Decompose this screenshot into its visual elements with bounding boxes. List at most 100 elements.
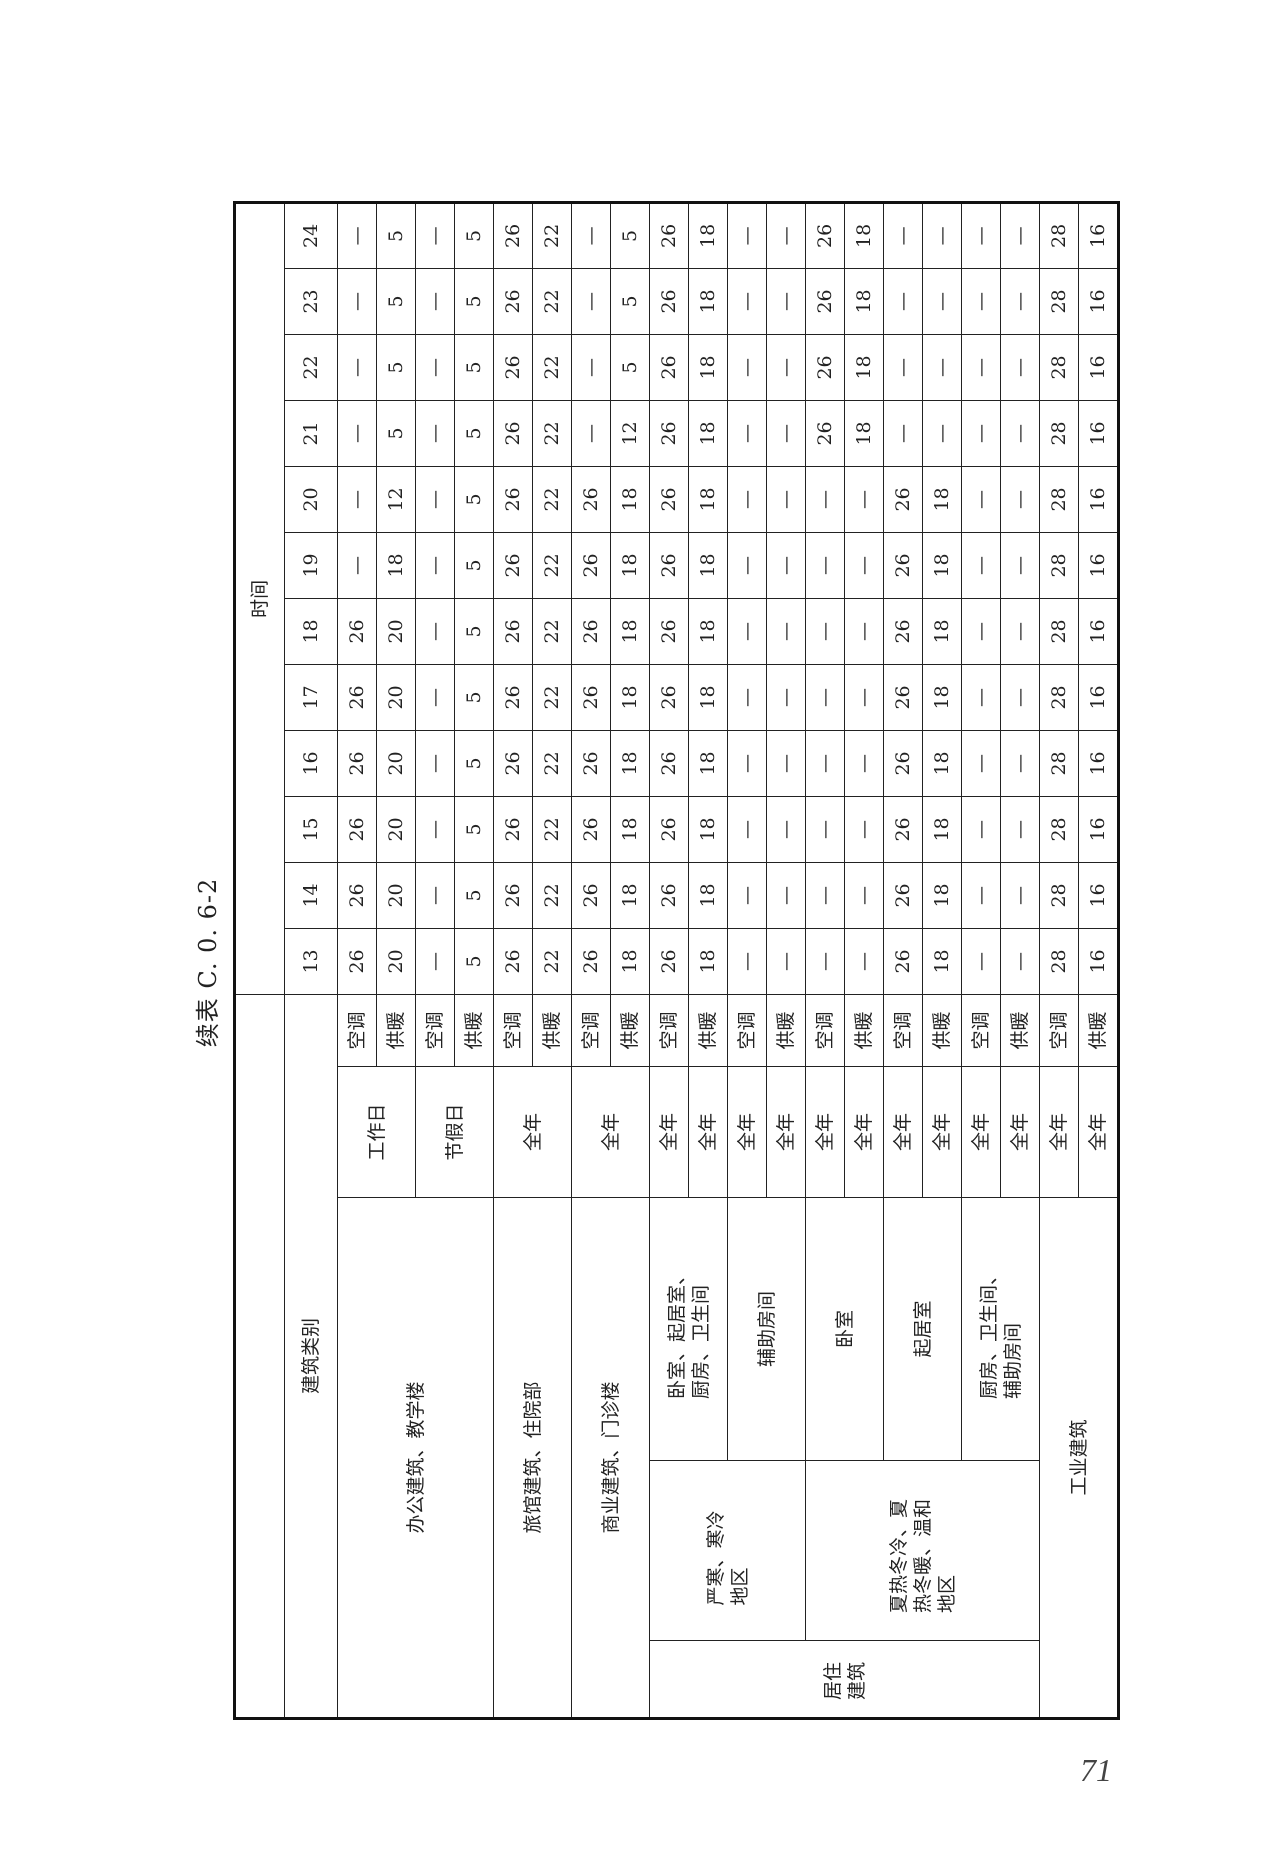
temperature-value: — [1000, 202, 1040, 269]
temperature-value: 28 [1039, 268, 1079, 335]
temperature-value-text: 28 [1048, 685, 1070, 710]
temperature-value-text: — [736, 555, 758, 575]
room-living: 起居室 [883, 1197, 962, 1461]
temperature-value: 26 [649, 862, 689, 929]
temperature-value-text: 5 [385, 361, 407, 374]
temperature-value-text: — [580, 357, 602, 377]
temperature-value-text: 28 [1048, 355, 1070, 380]
temperature-value: 28 [1039, 400, 1079, 467]
temperature-value: — [571, 268, 611, 335]
temperature-value-text: 26 [580, 751, 602, 776]
temperature-value: 26 [571, 532, 611, 599]
temperature-value-text: 18 [931, 685, 953, 710]
temperature-value-text: 16 [1087, 223, 1109, 249]
temperature-value: 26 [337, 796, 377, 863]
temperature-value-text: — [736, 357, 758, 377]
table-row: 办公建筑、教学楼 工作日 空调 26 26 26 26 26 26 — — — — — — [337, 202, 494, 1719]
temperature-value: 22 [532, 730, 572, 797]
temperature-value: 20 [376, 730, 416, 797]
category-office: 办公建筑、教学楼 [337, 1197, 494, 1719]
header-hour: 24 [284, 202, 338, 269]
header-hour-text: 14 [300, 883, 322, 908]
temperature-value: — [1000, 730, 1040, 797]
temperature-value: 26 [571, 466, 611, 533]
temperature-value: — [1000, 466, 1040, 533]
temperature-value-text: 18 [697, 619, 719, 644]
temperature-value-text: — [814, 555, 836, 575]
temperature-value-text: 26 [502, 223, 524, 249]
temperature-value: — [883, 202, 923, 269]
zone-hot: 夏热冬冷、夏热冬暖、温和地区 [805, 1460, 1040, 1641]
temperature-value-text: 26 [892, 553, 914, 578]
temperature-value: — [844, 532, 884, 599]
temperature-value: 18 [688, 202, 728, 269]
temperature-value-text: — [1009, 555, 1031, 575]
temperature-value: 5 [454, 202, 494, 269]
period-all-year: 全年 [844, 1066, 884, 1198]
temperature-value: — [805, 532, 845, 599]
temperature-value-text: — [736, 291, 758, 311]
header-hour: 13 [284, 928, 338, 995]
temperature-value: — [727, 730, 767, 797]
room-kitchen-bath-aux: 厨房、卫生间、辅助房间 [961, 1197, 1040, 1461]
temperature-value: 26 [493, 862, 533, 929]
temperature-value-text: 5 [463, 955, 485, 968]
temperature-value: — [415, 202, 455, 269]
mode-label: 供暖 [1000, 994, 1040, 1067]
temperature-value-text: — [775, 489, 797, 509]
temperature-value: 18 [376, 532, 416, 599]
temperature-value-text: 5 [463, 427, 485, 440]
temperature-value-text: 20 [385, 949, 407, 974]
temperature-value: 16 [1078, 202, 1119, 269]
temperature-value: 20 [376, 796, 416, 863]
temperature-value-text: 26 [892, 817, 914, 842]
temperature-value: 18 [610, 466, 650, 533]
table-row: 旅馆建筑、住院部 全年 空调 26 26 26 26 26 26 26 26 26 26 26 26 [493, 202, 572, 1719]
temperature-value-text: 5 [385, 295, 407, 308]
temperature-value: 26 [337, 664, 377, 731]
header-hour-text: 22 [300, 355, 322, 380]
temperature-value: 26 [805, 334, 845, 401]
temperature-value: 26 [571, 730, 611, 797]
temperature-value: — [1000, 598, 1040, 665]
temperature-value: — [805, 598, 845, 665]
temperature-value-text: — [1009, 621, 1031, 641]
temperature-value-text: — [1009, 489, 1031, 509]
temperature-value-text: 16 [1087, 817, 1109, 842]
temperature-value: — [415, 598, 455, 665]
header-hour: 18 [284, 598, 338, 665]
temperature-value: 22 [532, 268, 572, 335]
temperature-value-text: 28 [1048, 619, 1070, 644]
temperature-value: — [844, 928, 884, 995]
temperature-value-text: 22 [541, 751, 563, 776]
temperature-value-text: 26 [658, 619, 680, 644]
temperature-value: 5 [454, 796, 494, 863]
temperature-value-text: 18 [853, 223, 875, 249]
temperature-value: — [415, 400, 455, 467]
temperature-value-text: 18 [697, 949, 719, 974]
temperature-value-text: — [970, 621, 992, 641]
temperature-value: — [844, 796, 884, 863]
temperature-value-text: 20 [385, 751, 407, 776]
temperature-value-text: 26 [658, 883, 680, 908]
header-row-hours: 建筑类别 13 14 15 16 17 18 19 20 21 22 23 24 [284, 202, 338, 1719]
temperature-value: — [766, 796, 806, 863]
temperature-value-text: — [1009, 291, 1031, 311]
period-all-year: 全年 [493, 1066, 572, 1198]
temperature-value: 26 [493, 532, 533, 599]
temperature-value-text: 5 [463, 229, 485, 242]
temperature-value: 26 [649, 466, 689, 533]
temperature-value-text: 28 [1048, 553, 1070, 578]
temperature-value-text: 26 [580, 883, 602, 908]
temperature-value-text: 26 [658, 685, 680, 710]
temperature-value-text: — [814, 951, 836, 971]
temperature-value-text: 16 [1087, 883, 1109, 908]
temperature-value: — [805, 730, 845, 797]
temperature-value-text: — [424, 423, 446, 443]
temperature-value: — [961, 730, 1001, 797]
temperature-value: — [1000, 928, 1040, 995]
header-hour-text: 15 [300, 817, 322, 842]
temperature-value: — [727, 928, 767, 995]
period-all-year-text: 全年 [1087, 1113, 1109, 1152]
temperature-value-text: 28 [1048, 223, 1070, 249]
